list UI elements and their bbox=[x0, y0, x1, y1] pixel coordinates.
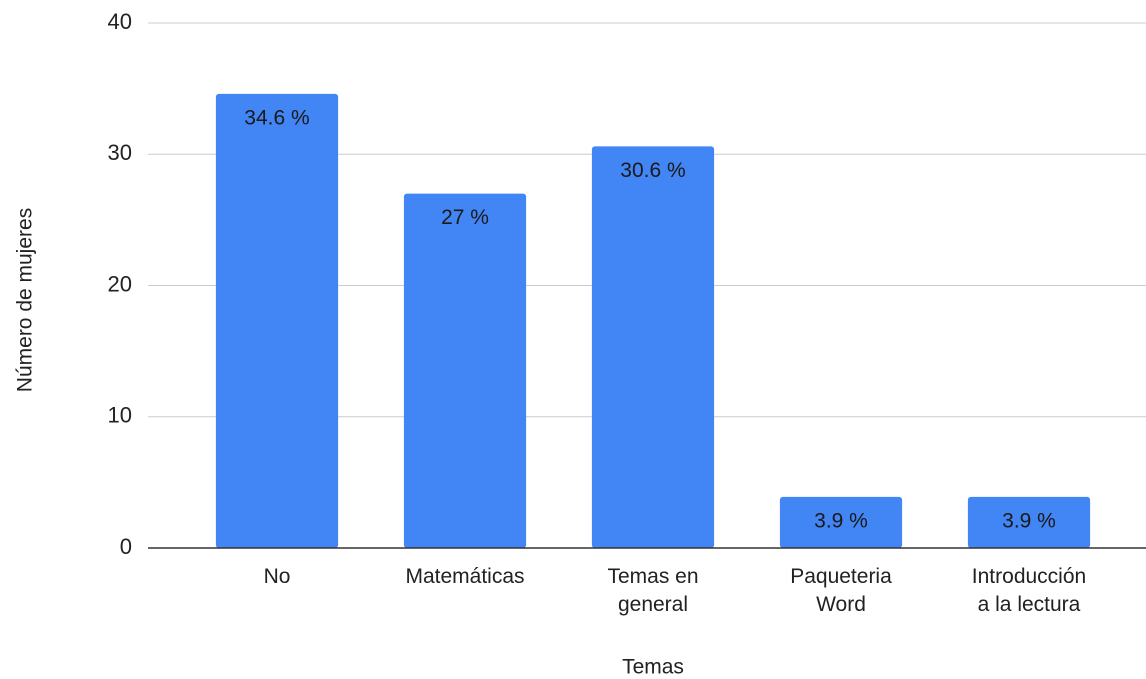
bar bbox=[779, 496, 903, 548]
y-axis-title: Número de mujeres bbox=[14, 208, 37, 392]
bar bbox=[403, 193, 527, 548]
x-tick-label: No bbox=[264, 565, 291, 588]
data-label: 3.9 % bbox=[1002, 509, 1056, 532]
bar bbox=[967, 496, 1091, 548]
y-tick-label: 30 bbox=[108, 140, 132, 165]
y-tick-label: 10 bbox=[108, 403, 132, 428]
y-tick-label: 0 bbox=[120, 534, 132, 559]
bar bbox=[591, 146, 715, 548]
x-tick-label: Temas en general bbox=[607, 565, 698, 616]
bar bbox=[215, 93, 339, 548]
y-tick-label: 20 bbox=[108, 271, 132, 296]
y-tick-label: 40 bbox=[108, 9, 132, 34]
x-tick-label: Paqueteria Word bbox=[790, 565, 892, 616]
data-label: 3.9 % bbox=[814, 509, 868, 532]
x-axis-title: Temas bbox=[622, 656, 684, 679]
x-tick-label: Matemáticas bbox=[405, 565, 524, 588]
data-label: 27 % bbox=[441, 206, 489, 229]
data-label: 30.6 % bbox=[620, 159, 685, 182]
data-label: 34.6 % bbox=[244, 106, 309, 129]
x-tick-label: Introducción a la lectura bbox=[972, 565, 1086, 616]
